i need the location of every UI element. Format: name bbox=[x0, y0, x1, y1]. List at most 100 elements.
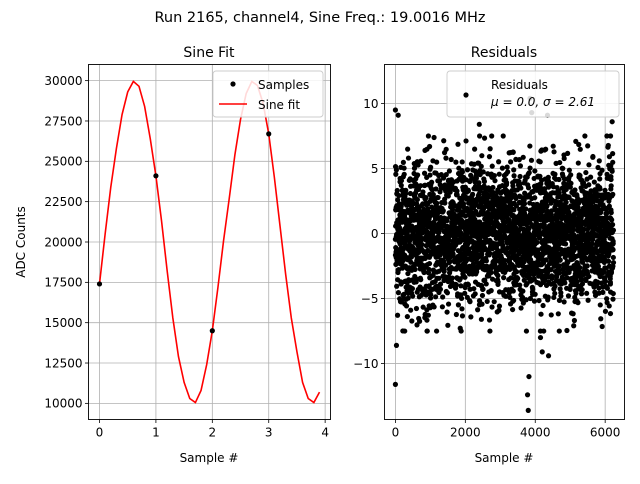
residual-point bbox=[579, 286, 585, 293]
residual-point bbox=[393, 167, 399, 173]
residual-point bbox=[450, 251, 456, 257]
residual-point bbox=[412, 266, 418, 273]
residual-outlier-point bbox=[609, 119, 615, 125]
residual-point bbox=[507, 266, 513, 273]
residual-point bbox=[516, 157, 522, 163]
legend-sine-fit-label: Sine fit bbox=[258, 98, 300, 112]
residual-point bbox=[411, 165, 418, 171]
residual-point bbox=[445, 193, 451, 199]
residual-point bbox=[604, 296, 610, 302]
residual-point bbox=[608, 210, 614, 216]
residual-point bbox=[453, 311, 459, 318]
residual-outlier-point bbox=[545, 353, 552, 359]
residual-point bbox=[444, 309, 450, 315]
residual-point bbox=[420, 189, 426, 195]
residual-point bbox=[443, 155, 449, 161]
residual-point bbox=[584, 290, 590, 296]
residual-point bbox=[421, 269, 427, 276]
residual-point bbox=[602, 308, 609, 314]
residual-point bbox=[501, 275, 507, 281]
residual-point bbox=[487, 146, 493, 152]
residual-point bbox=[543, 146, 549, 152]
sample-point bbox=[209, 328, 215, 334]
residual-point bbox=[480, 169, 486, 175]
residual-point bbox=[556, 270, 562, 276]
residuals-ytick-label: −5 bbox=[361, 292, 379, 306]
residual-point bbox=[597, 186, 603, 192]
residual-point bbox=[496, 159, 502, 165]
residual-point bbox=[420, 304, 426, 310]
residual-point bbox=[475, 307, 481, 313]
residual-point bbox=[417, 183, 424, 189]
residual-point bbox=[556, 328, 562, 334]
residual-point bbox=[405, 155, 412, 161]
sine-fit-ytick-label: 25000 bbox=[44, 155, 82, 169]
residual-point bbox=[564, 275, 570, 281]
residual-point bbox=[436, 178, 443, 184]
residual-point bbox=[431, 134, 437, 141]
residual-point bbox=[445, 322, 451, 328]
residual-point bbox=[610, 159, 616, 165]
residual-point bbox=[401, 165, 407, 171]
residual-point bbox=[405, 146, 411, 152]
residual-point bbox=[398, 281, 404, 287]
residual-point bbox=[520, 288, 526, 294]
residual-point bbox=[588, 188, 594, 194]
residual-point bbox=[414, 196, 420, 203]
residual-point bbox=[398, 178, 405, 184]
residual-point bbox=[496, 171, 502, 177]
sine-fit-ytick-label: 15000 bbox=[44, 316, 82, 330]
residual-point bbox=[449, 275, 455, 281]
residual-point bbox=[537, 173, 543, 179]
residual-point bbox=[557, 286, 563, 292]
residual-point bbox=[486, 317, 493, 323]
residual-point bbox=[426, 283, 432, 289]
residuals-xtick-label: 0 bbox=[392, 426, 400, 440]
residual-point bbox=[568, 180, 574, 186]
residual-point bbox=[476, 180, 482, 186]
residual-point bbox=[504, 180, 510, 186]
residual-point bbox=[431, 304, 437, 310]
residual-point bbox=[604, 285, 611, 291]
residual-point bbox=[447, 258, 453, 264]
residual-point bbox=[526, 170, 532, 176]
residual-point bbox=[483, 258, 489, 264]
residual-point bbox=[583, 169, 589, 176]
sine-fit-title: Sine Fit bbox=[183, 45, 235, 61]
residual-point bbox=[445, 301, 452, 307]
residual-point bbox=[444, 290, 451, 296]
residual-point bbox=[575, 160, 581, 166]
residual-point bbox=[483, 281, 489, 287]
residual-point bbox=[532, 291, 538, 297]
residual-point bbox=[526, 225, 532, 231]
residual-point bbox=[481, 178, 488, 185]
residual-point bbox=[552, 290, 558, 297]
residual-point bbox=[609, 222, 616, 228]
residual-point bbox=[491, 299, 497, 305]
residual-point bbox=[486, 154, 493, 160]
residual-point bbox=[410, 293, 416, 299]
residual-point bbox=[586, 273, 592, 280]
residual-point bbox=[500, 133, 506, 139]
residual-point bbox=[544, 203, 550, 209]
residual-point bbox=[496, 307, 502, 314]
sine-fit-xtick-label: 2 bbox=[209, 426, 217, 440]
residual-outlier-point bbox=[537, 334, 544, 341]
residual-point bbox=[552, 283, 558, 289]
residual-point bbox=[421, 170, 428, 176]
residual-point bbox=[600, 289, 606, 295]
residual-point bbox=[537, 159, 543, 165]
residual-point bbox=[525, 264, 531, 270]
residual-point bbox=[509, 306, 516, 313]
residual-point bbox=[605, 258, 612, 264]
residual-point bbox=[477, 188, 483, 194]
residual-point bbox=[610, 254, 616, 261]
residual-point bbox=[405, 295, 411, 301]
residual-point bbox=[431, 220, 437, 226]
residual-point bbox=[527, 257, 534, 263]
residual-point bbox=[568, 172, 574, 178]
residual-point bbox=[585, 143, 591, 149]
residual-point bbox=[545, 294, 551, 300]
residual-point bbox=[480, 286, 486, 292]
residual-point bbox=[534, 201, 540, 207]
